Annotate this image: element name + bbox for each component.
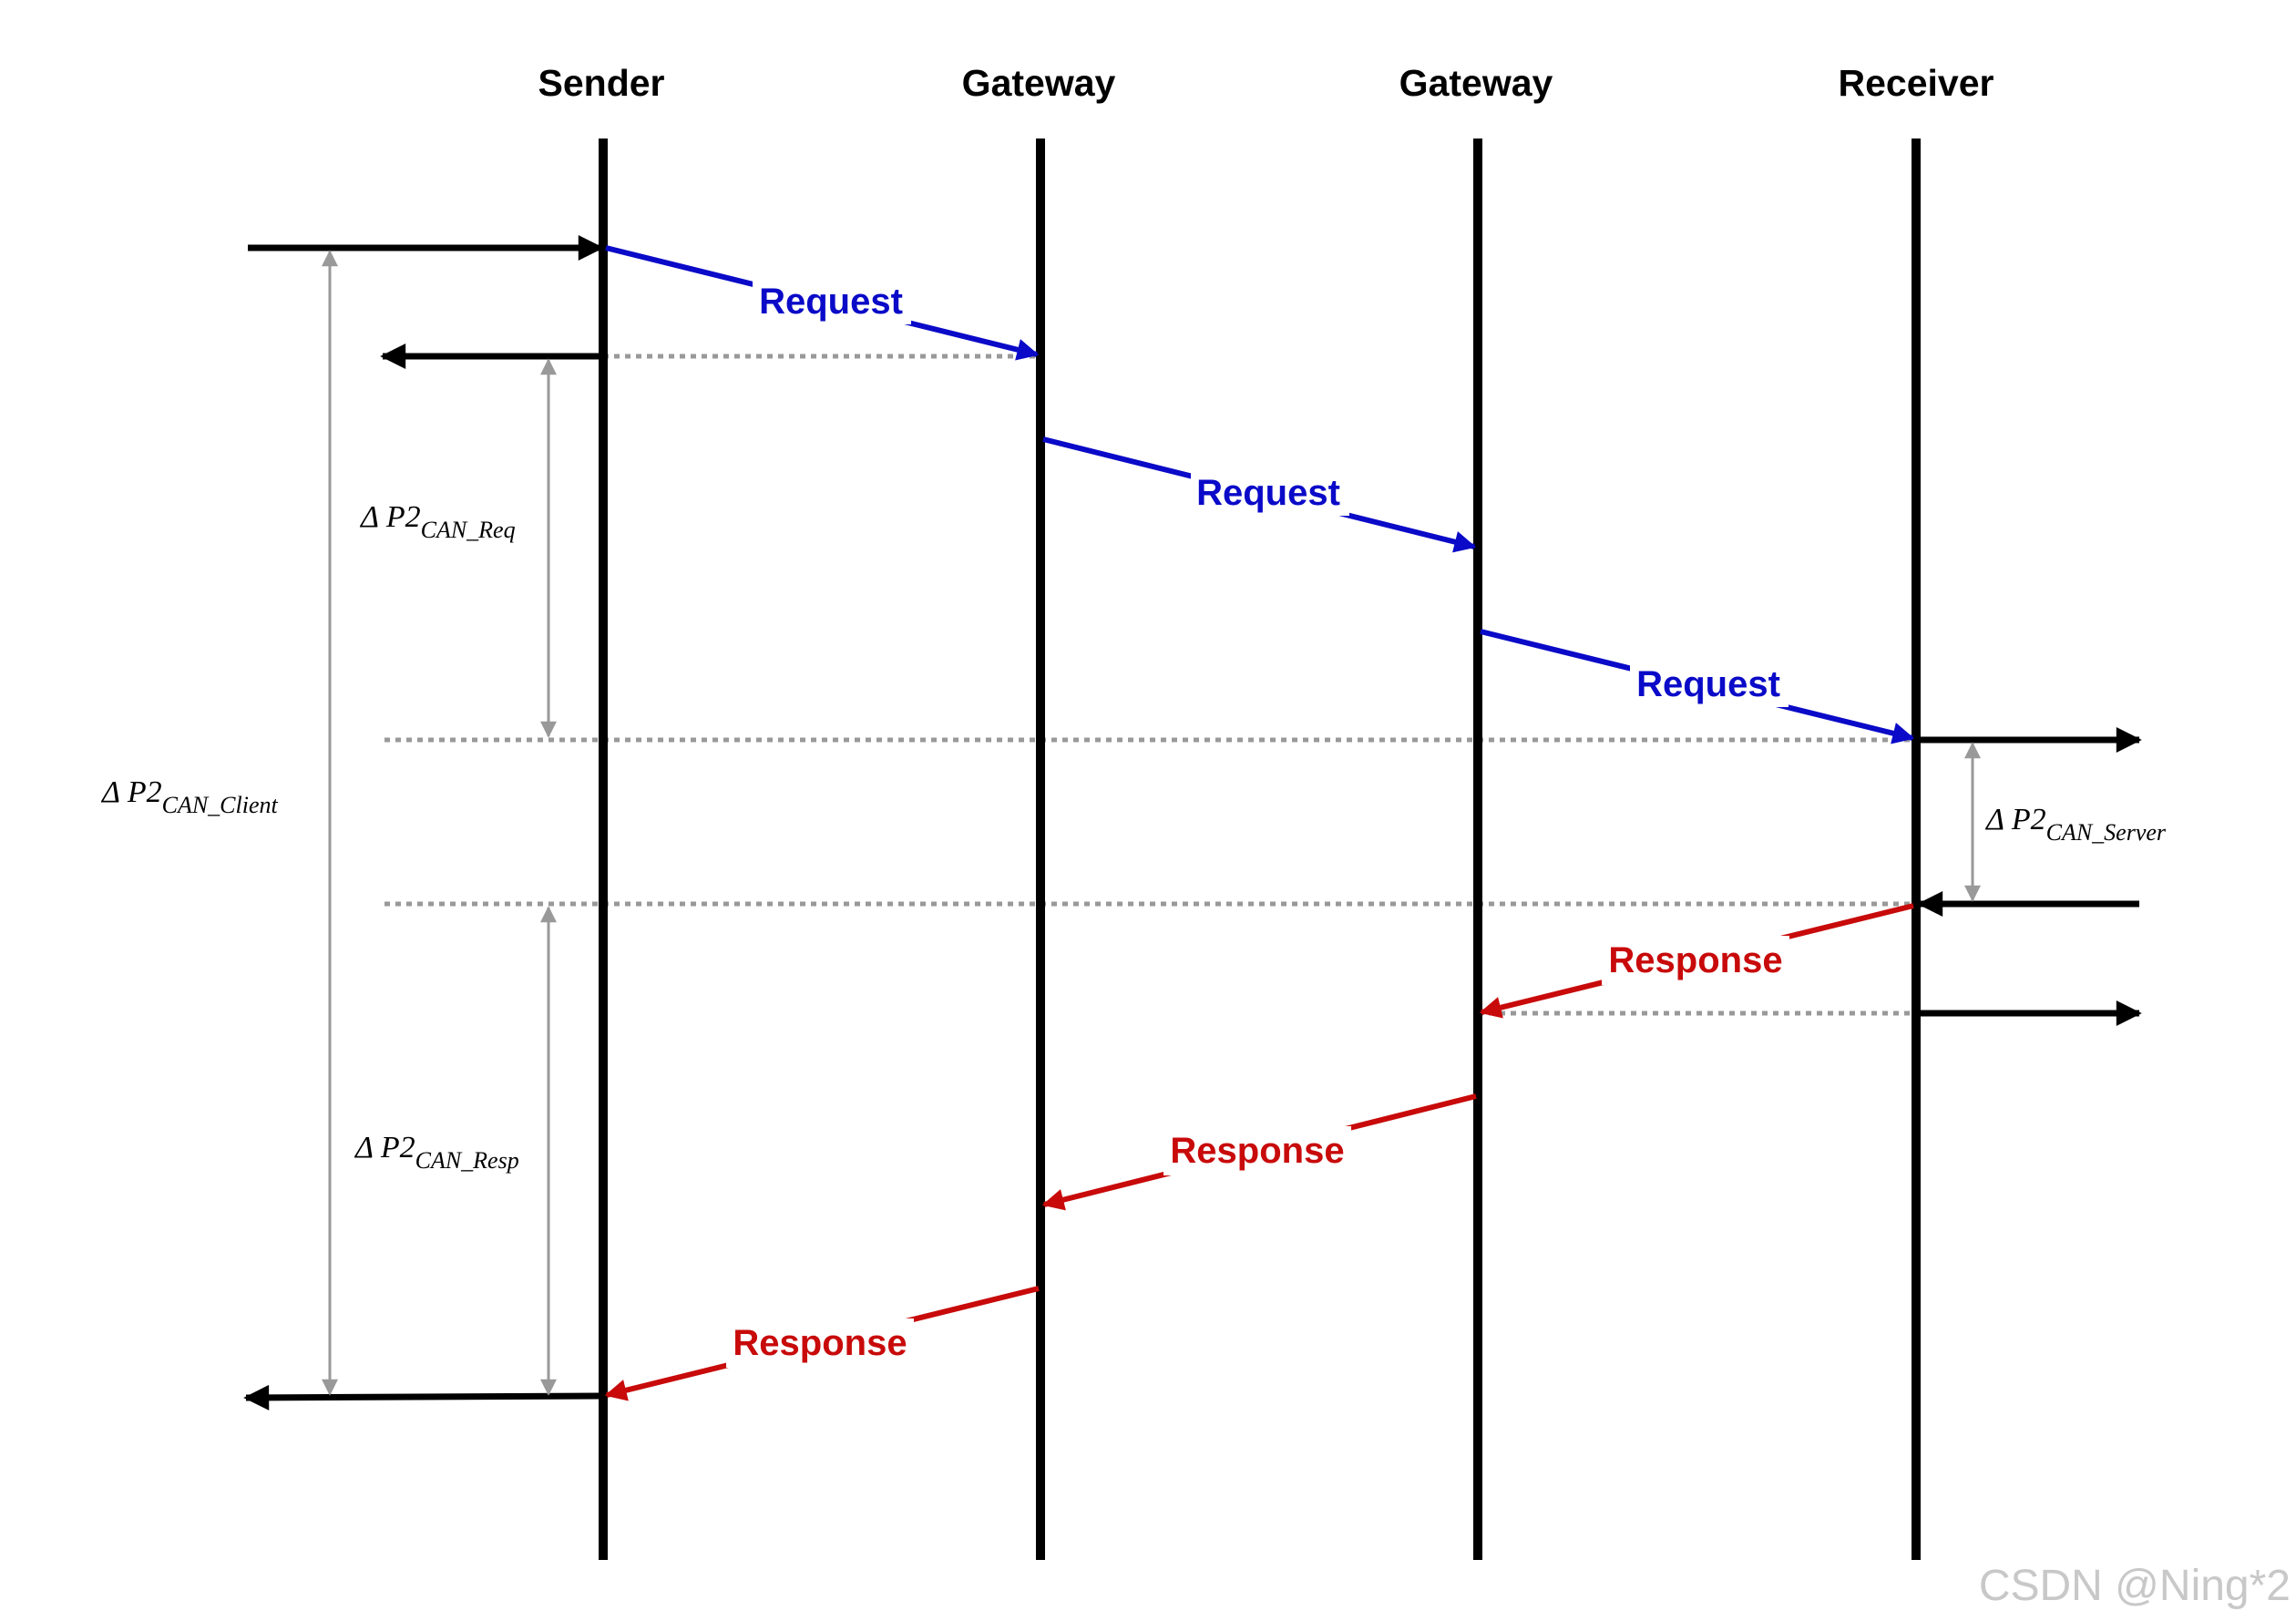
lane-title-gateway-1: Gateway [962,62,1116,104]
response-label-2: Response [1170,1131,1344,1171]
response-label-bg-1 [1602,936,1789,985]
lane-title-gateway-2: Gateway [1399,62,1553,104]
external-response-out-arrow [243,1384,600,1411]
timing-label-req: Δ P2CAN_Req [359,500,516,543]
response-label-3: Response [733,1323,907,1363]
request-label-2: Request [1196,473,1340,513]
request-label-1: Request [759,282,903,322]
timing-label-client: Δ P2CAN_Client [100,775,279,818]
response-label-bg-3 [726,1318,914,1368]
request-label-bg-3 [1630,660,1789,707]
response-label-1: Response [1608,940,1782,980]
request-label-3: Request [1636,664,1780,704]
request-label-bg-2 [1191,468,1349,516]
lane-title-sender: Sender [538,62,665,104]
lane-title-receiver: Receiver [1839,62,1994,104]
response-label-bg-2 [1163,1126,1351,1175]
request-label-bg-1 [753,277,911,324]
watermark: CSDN @Ning*2 [1979,1562,2291,1610]
timing-label-resp: Δ P2CAN_Resp [354,1131,519,1174]
timing-label-server: Δ P2CAN_Server [1984,803,2167,846]
